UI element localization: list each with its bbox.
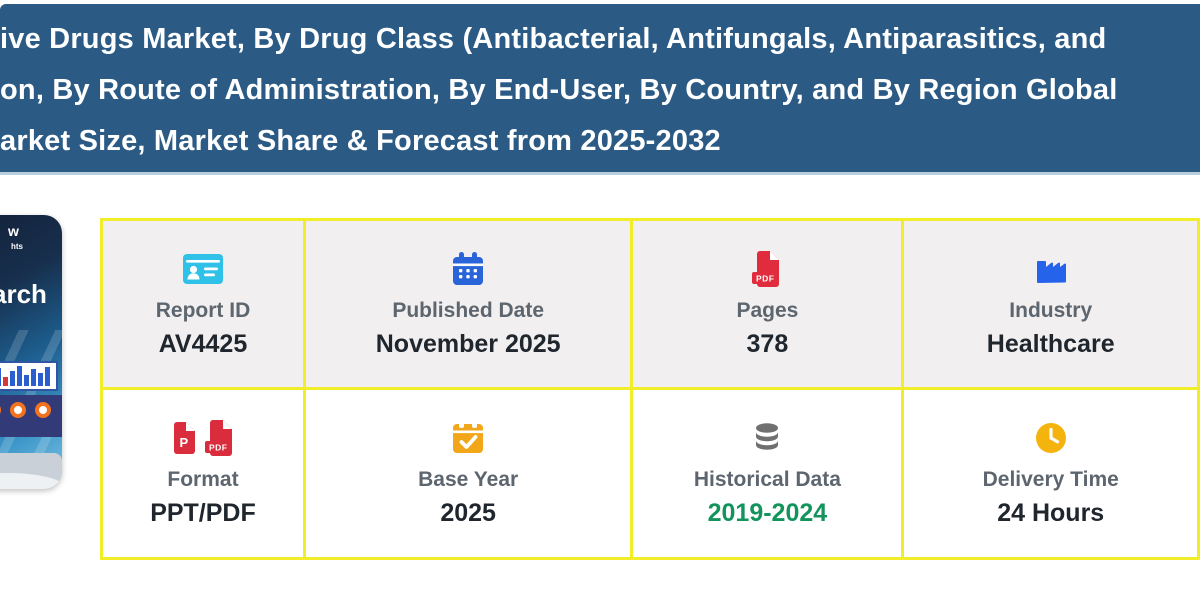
ppt-pdf-files-icon: P PDF xyxy=(171,419,235,457)
info-label: Industry xyxy=(1009,298,1093,322)
info-table-row-1: Report ID AV4425 xyxy=(100,218,1200,390)
info-label: Report ID xyxy=(155,298,251,322)
id-card-icon xyxy=(182,250,224,288)
info-value: 2019-2024 xyxy=(707,499,828,527)
thumbnail-logo-text: w xyxy=(8,223,19,239)
thumbnail-donut-icon xyxy=(10,402,26,418)
thumbnail-stand-shape xyxy=(0,473,62,489)
report-cover-thumbnail: w hts arch xyxy=(0,215,62,489)
clock-icon xyxy=(1033,419,1069,457)
report-title-banner: ive Drugs Market, By Drug Class (Antibac… xyxy=(0,4,1200,175)
info-cell-base-year: Base Year 2025 xyxy=(302,387,634,560)
info-cell-report-id: Report ID AV4425 xyxy=(100,218,306,390)
info-cell-format: P PDF Format PPT/PDF xyxy=(100,387,306,560)
report-info-table: Report ID AV4425 xyxy=(100,218,1200,560)
calendar-check-icon xyxy=(450,419,486,457)
thumbnail-donut-icon xyxy=(35,402,51,418)
thumbnail-donut-icon xyxy=(0,402,1,418)
pdf-file-icon: PDF xyxy=(204,420,232,456)
info-value: November 2025 xyxy=(375,329,561,358)
pdf-icon-text: PDF xyxy=(756,273,775,283)
thumbnail-bar-chart xyxy=(0,361,58,391)
info-value: 24 Hours xyxy=(997,499,1105,527)
info-label: Pages xyxy=(736,298,799,322)
ppt-file-icon: P xyxy=(173,422,195,454)
info-value: Healthcare xyxy=(986,329,1115,358)
info-label: Delivery Time xyxy=(982,468,1119,491)
calendar-icon xyxy=(450,250,486,288)
info-cell-industry: Industry Healthcare xyxy=(901,218,1200,390)
pdf-icon-text: PDF xyxy=(209,443,228,453)
factory-icon xyxy=(1033,250,1069,288)
thumbnail-logo-subtext: hts xyxy=(11,242,23,251)
info-label: Published Date xyxy=(392,298,545,322)
info-label: Base Year xyxy=(418,468,519,491)
info-table-row-2: P PDF Format PPT/PDF xyxy=(100,387,1200,560)
pdf-file-icon: PDF xyxy=(752,250,782,288)
info-value: AV4425 xyxy=(158,329,248,358)
info-cell-pages: PDF Pages 378 xyxy=(630,218,905,390)
info-value: 378 xyxy=(746,329,789,358)
report-title-line-2: on, By Route of Administration, By End-U… xyxy=(0,74,1118,106)
report-title-line-3: arket Size, Market Share & Forecast from… xyxy=(0,125,721,157)
report-title-line-1: ive Drugs Market, By Drug Class (Antibac… xyxy=(0,23,1107,55)
info-cell-published-date: Published Date November 2025 xyxy=(302,218,634,390)
info-value: 2025 xyxy=(440,499,496,527)
info-cell-historical-data: Historical Data 2019-2024 xyxy=(630,387,905,560)
database-icon xyxy=(749,419,785,457)
thumbnail-research-text: arch xyxy=(0,279,47,309)
info-cell-delivery-time: Delivery Time 24 Hours xyxy=(901,387,1200,560)
info-label: Format xyxy=(167,468,239,491)
ppt-icon-text: P xyxy=(179,435,188,450)
info-value: PPT/PDF xyxy=(150,499,256,527)
thumbnail-donut-band xyxy=(0,395,62,437)
info-label: Historical Data xyxy=(693,468,841,491)
